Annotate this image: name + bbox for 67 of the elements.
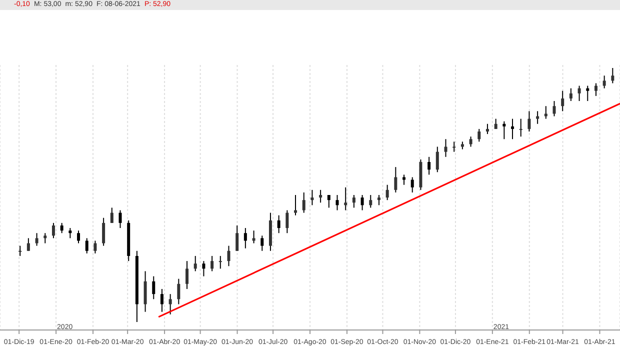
candlestick (319, 189, 322, 204)
candlestick (561, 90, 564, 112)
candlestick (478, 128, 481, 142)
candlestick (536, 110, 540, 124)
candlestick (18, 245, 22, 256)
candlestick (227, 245, 230, 267)
candlestick (369, 194, 372, 208)
candlestick (394, 166, 398, 193)
candlestick (544, 106, 548, 120)
candlestick (402, 174, 406, 186)
candlestick (210, 255, 214, 272)
candlestick (602, 75, 606, 89)
candlestick (44, 232, 47, 244)
candlestick (569, 88, 572, 102)
candlestick (528, 110, 531, 132)
candlestick (68, 228, 72, 239)
candlestick (594, 82, 598, 96)
candlestick (85, 238, 88, 254)
candlestick (35, 232, 38, 246)
candlestick (77, 230, 80, 244)
candlestick (586, 85, 590, 102)
candlestick (410, 176, 414, 193)
candlestick (277, 214, 280, 234)
candlestick (26, 238, 30, 252)
candlestick (452, 141, 456, 152)
candlestick (360, 194, 364, 211)
candlestick (52, 222, 55, 239)
candlestick (352, 194, 356, 208)
candlestick (152, 276, 156, 300)
candlestick (552, 100, 556, 117)
candlestick (160, 288, 164, 312)
candlestick (94, 240, 97, 254)
candlestick (294, 194, 298, 216)
candlestick (168, 294, 172, 315)
candlestick (177, 278, 180, 305)
candlestick (236, 224, 239, 252)
candlestick (386, 184, 389, 201)
candlestick (102, 217, 106, 246)
candlestick (144, 270, 147, 312)
candlestick (110, 207, 114, 224)
candlestick (218, 255, 222, 270)
candlestick (444, 138, 448, 158)
candlestick (310, 189, 314, 206)
candlestick (377, 194, 380, 206)
candlestick (344, 186, 348, 211)
candlestick (486, 123, 489, 135)
candlestick (519, 118, 522, 138)
candlestick (436, 146, 439, 173)
candlestick (194, 255, 197, 272)
candlestick (60, 222, 64, 234)
candlestick (286, 210, 289, 234)
candlestick (336, 194, 339, 211)
candlestick (611, 67, 614, 84)
candlestick (252, 230, 256, 244)
candlestick (494, 118, 498, 130)
candlestick (260, 235, 264, 252)
candlestick (502, 120, 506, 140)
candlestick (578, 85, 581, 102)
candlestick (244, 228, 247, 249)
candlestick (186, 260, 189, 290)
candlestick (428, 156, 431, 176)
candlestick (302, 192, 306, 214)
candlestick (469, 136, 472, 148)
candlestick (327, 194, 330, 208)
candlestick (118, 210, 122, 229)
candlestick (511, 118, 514, 140)
candlestick (202, 260, 206, 277)
